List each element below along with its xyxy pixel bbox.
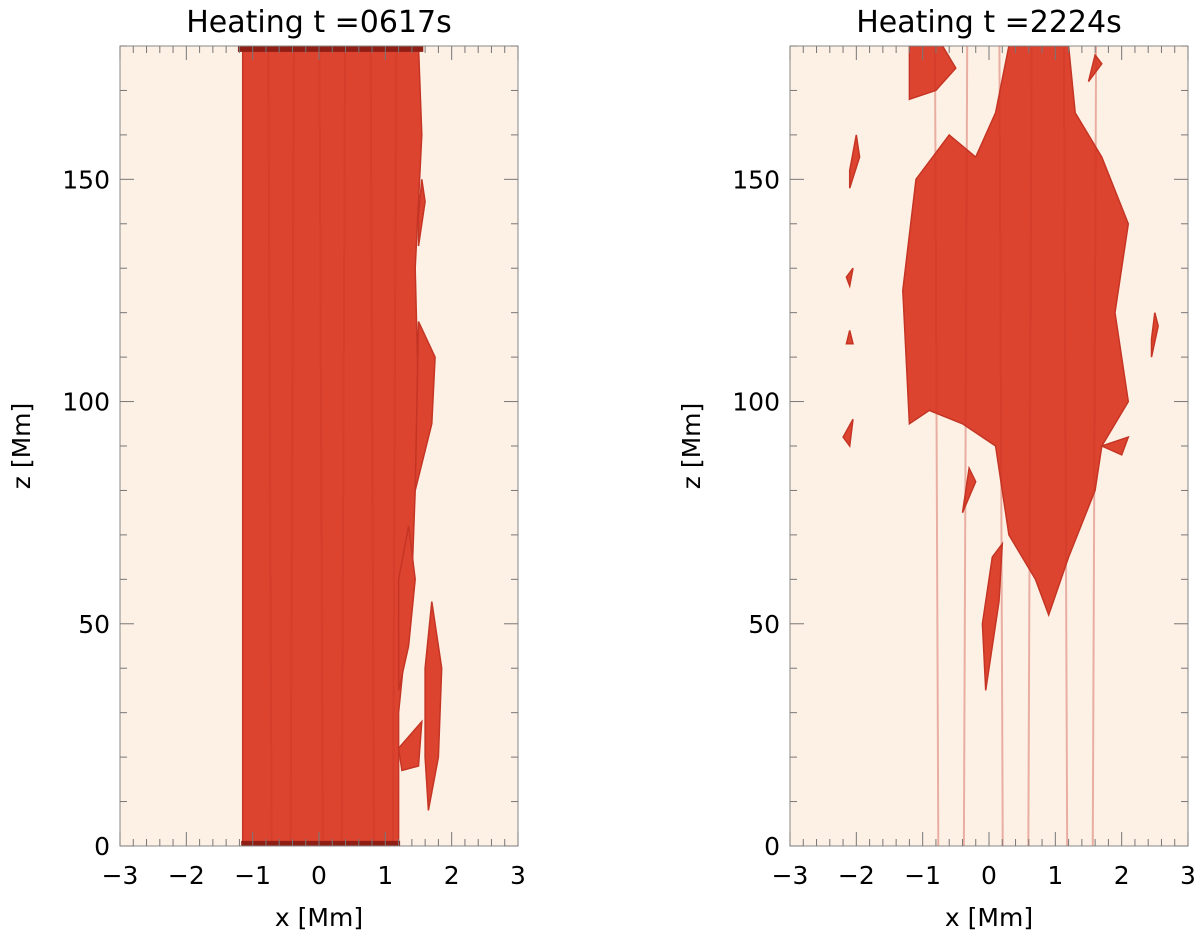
heating-region: [424, 601, 443, 811]
heating-region: [1099, 435, 1130, 456]
shade-band: [267, 46, 273, 846]
heating-region: [961, 465, 977, 513]
panel-left: −3 −2 −1 0 1 2 3 0 50 100 150 Heating t =0617s x [Mm…: [7, 5, 526, 932]
heating-region: [1087, 53, 1103, 83]
heating-region: [845, 330, 854, 345]
x-tick-label: −1: [234, 861, 271, 890]
x-tick-label: −1: [904, 861, 941, 890]
y-tick-label: 100: [732, 388, 780, 417]
shade-band: [391, 46, 398, 846]
heating-region: [414, 321, 436, 491]
x-tick-label: −3: [772, 861, 809, 890]
x-tick-label: −2: [168, 861, 205, 890]
shade-band: [1062, 46, 1069, 846]
y-tick-label: 100: [62, 388, 110, 417]
shade-band: [340, 46, 347, 846]
panel-title: Heating t =2224s: [856, 5, 1122, 40]
x-axis-label: x [Mm]: [275, 903, 363, 932]
y-tick-label: 50: [748, 610, 780, 639]
x-tick-label: 1: [377, 861, 393, 890]
x-tick-label: 0: [311, 861, 327, 890]
x-tick-label: 3: [1180, 861, 1196, 890]
heating-region: [397, 525, 416, 691]
x-tick-label: 2: [1114, 861, 1130, 890]
heating-region: [845, 267, 854, 289]
x-tick-label: 3: [510, 861, 526, 890]
shade-band: [1091, 46, 1098, 846]
heating-region: [397, 719, 423, 772]
y-axis-label: z [Mm]: [7, 403, 36, 490]
y-tick-label: 50: [78, 610, 110, 639]
shade-band: [933, 46, 940, 846]
x-tick-label: −2: [838, 861, 875, 890]
shade-band: [962, 46, 969, 846]
y-tick-label: 0: [94, 832, 110, 861]
x-tick-label: −3: [102, 861, 139, 890]
shade-band: [369, 46, 375, 846]
heating-region: [241, 46, 423, 846]
heating-region: [902, 46, 1130, 618]
shade-band: [318, 46, 324, 846]
shade-band: [1027, 46, 1033, 846]
heating-region: [908, 46, 957, 101]
x-tick-label: 1: [1047, 861, 1063, 890]
y-tick-label: 150: [62, 165, 110, 194]
dark-edge: [237, 46, 424, 52]
x-tick-label: 0: [981, 861, 997, 890]
x-tick-label: 2: [444, 861, 460, 890]
heating-region: [981, 541, 1004, 691]
heating-region: [842, 418, 854, 448]
isosurface-layer: [842, 46, 1159, 846]
y-tick-label: 0: [764, 832, 780, 861]
heating-region: [848, 134, 861, 189]
shade-band: [998, 46, 1004, 846]
heating-region: [1150, 312, 1159, 358]
y-tick-label: 150: [732, 165, 780, 194]
panel-title: Heating t =0617s: [186, 5, 452, 40]
y-axis-label: z [Mm]: [677, 403, 706, 490]
panel-right: −3 −2 −1 0 1 2 3 0 50 100 150 Heating t =2224s x [Mm…: [677, 5, 1196, 932]
shade-band: [289, 46, 295, 846]
heating-region: [417, 179, 426, 247]
isosurface-layer: [237, 46, 443, 846]
x-axis-label: x [Mm]: [945, 903, 1033, 932]
